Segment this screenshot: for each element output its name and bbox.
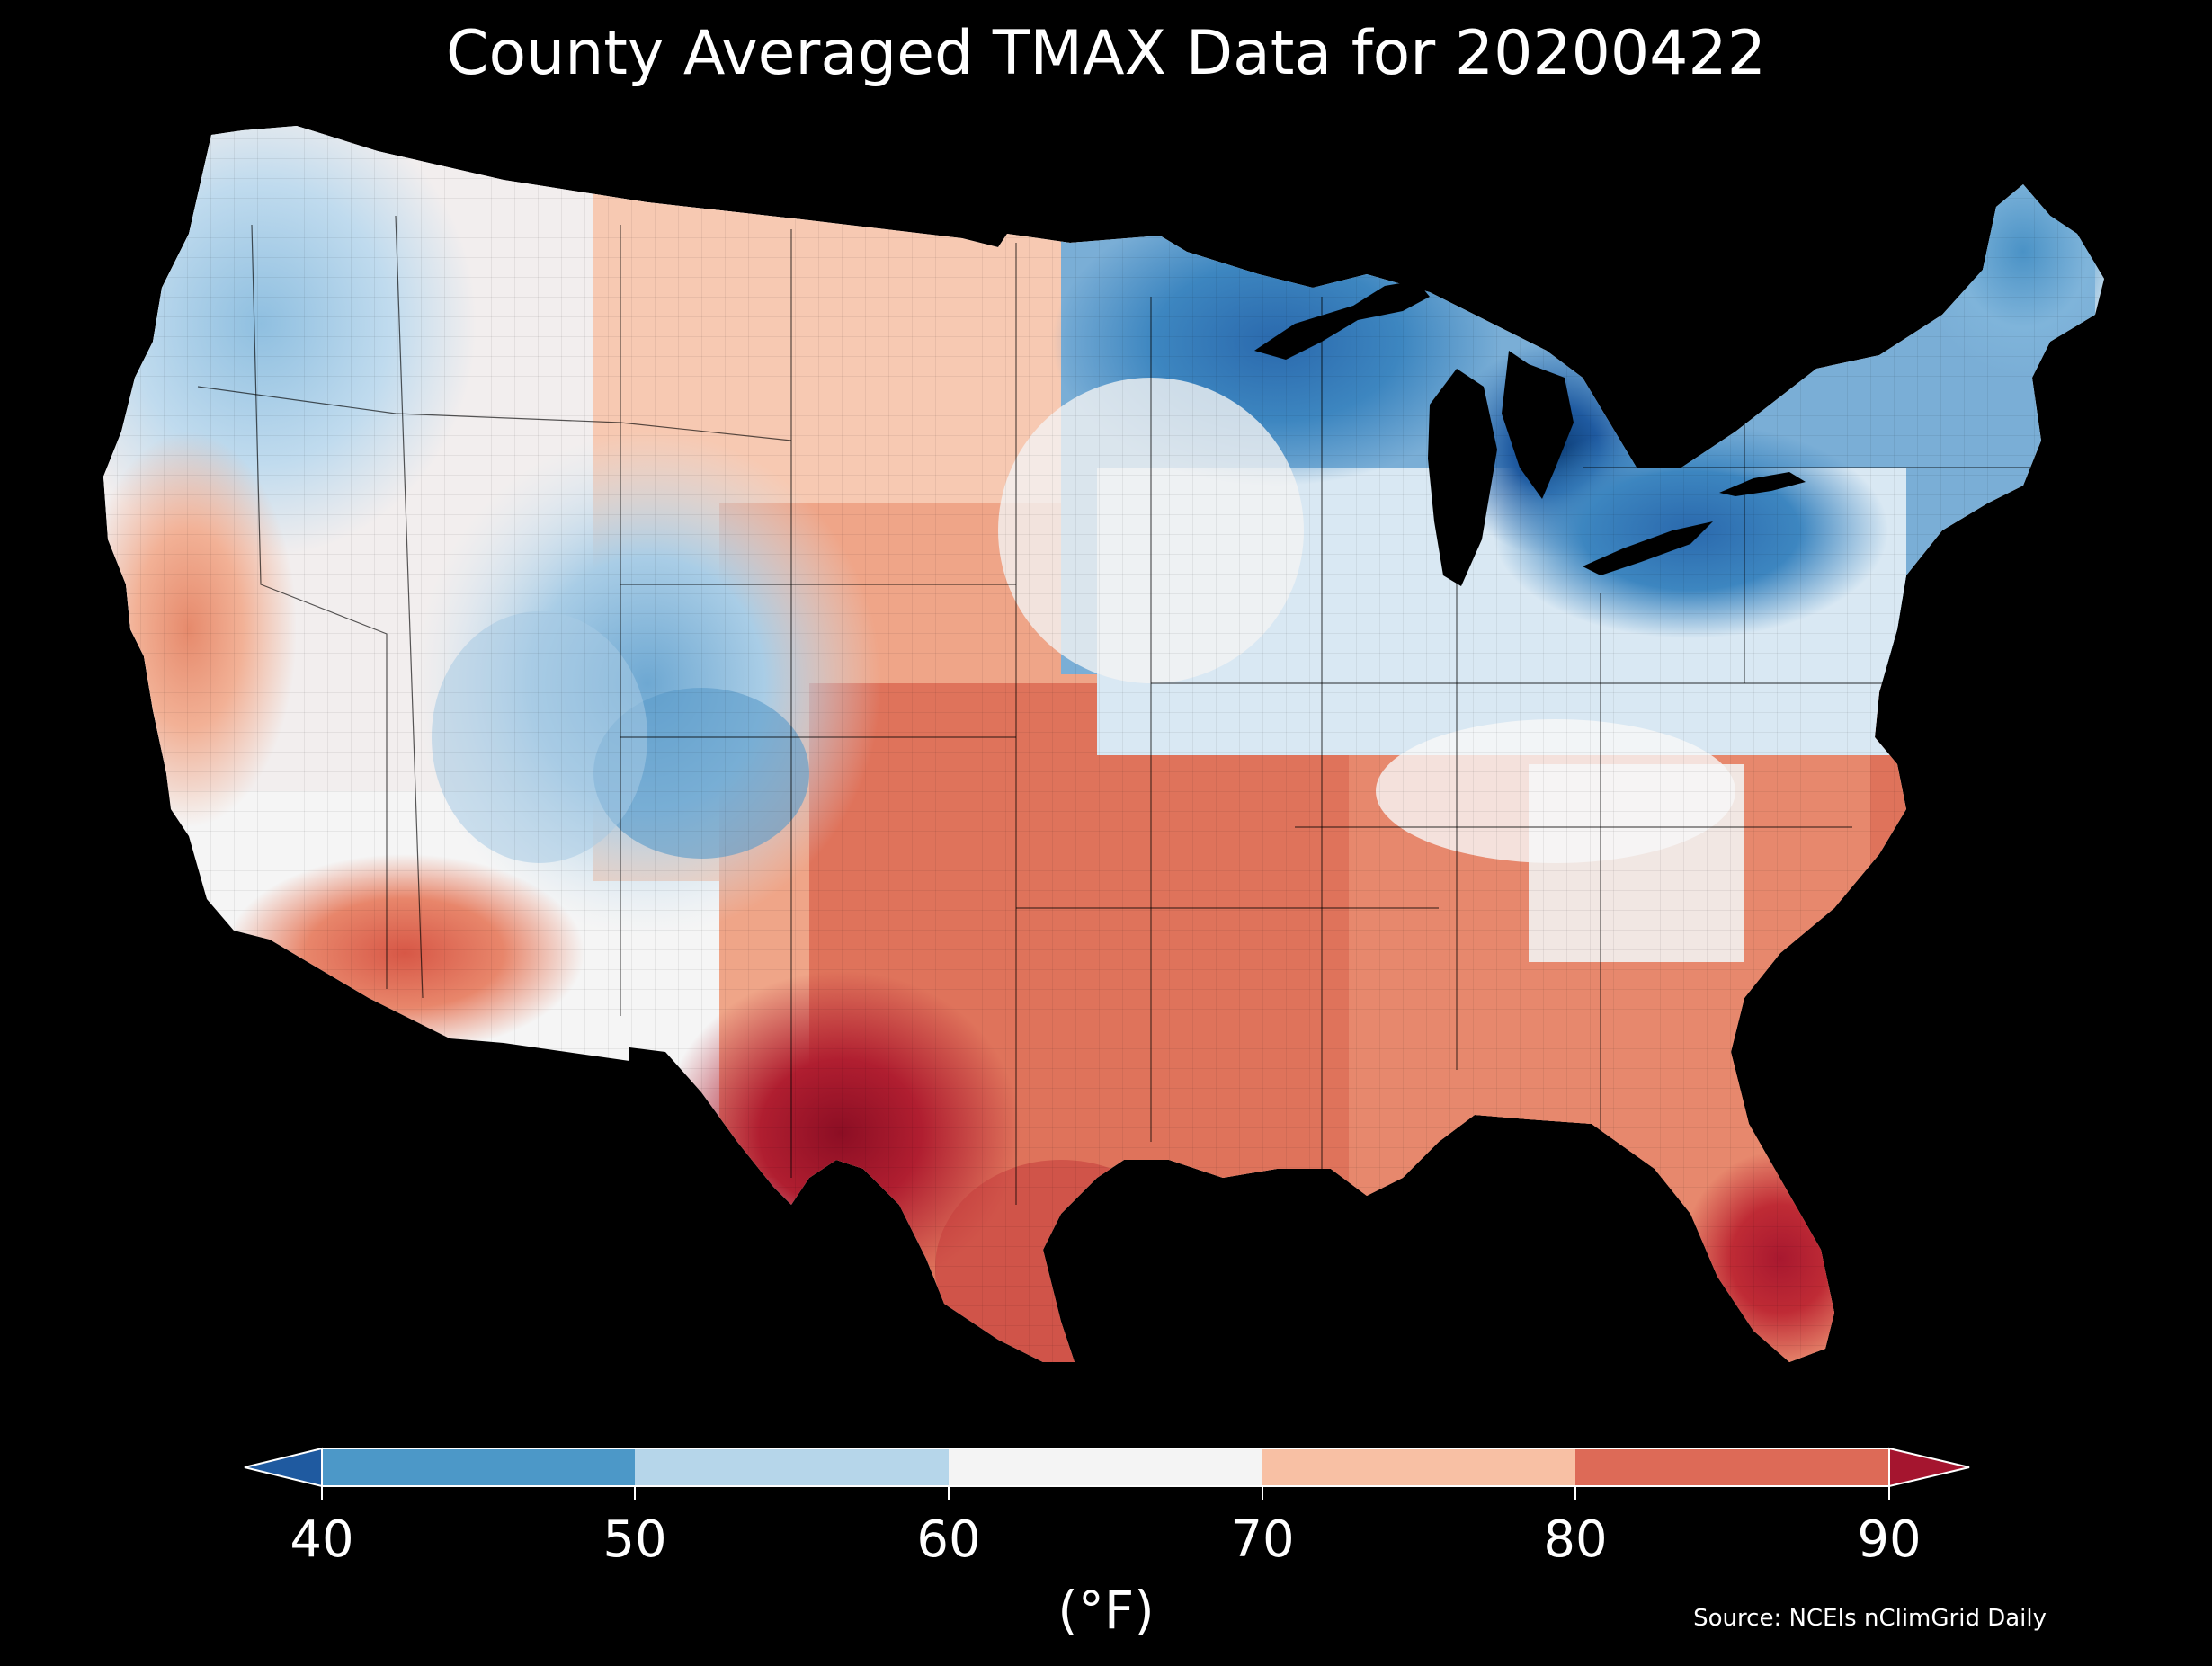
colorbar-bin-60-70	[949, 1448, 1262, 1486]
colorbar-unit-label: (°F)	[1057, 1580, 1155, 1641]
tick-label-70: 70	[1230, 1510, 1294, 1569]
tick-label-50: 50	[602, 1510, 666, 1569]
lake-superior	[1254, 281, 1430, 360]
lake-erie	[1583, 521, 1713, 575]
colorbar-bin-80-90	[1575, 1448, 1889, 1486]
map-title: County Averaged TMAX Data for 20200422	[446, 18, 1766, 89]
lake-michigan	[1428, 369, 1497, 586]
colorbar: 40 50 60 70 80 90 (°F)	[244, 1447, 1970, 1641]
colorbar-bin-50-60	[635, 1448, 949, 1486]
lake-ontario	[1719, 472, 1806, 496]
tick-label-60: 60	[916, 1510, 980, 1569]
great-lakes	[1254, 281, 1806, 586]
tick-label-80: 80	[1543, 1510, 1607, 1569]
tick-label-90: 90	[1857, 1510, 1921, 1569]
tick-label-40: 40	[290, 1510, 353, 1569]
lake-huron	[1502, 351, 1574, 499]
colorbar-bin-70-80	[1262, 1448, 1575, 1486]
colorbar-bin-40-50	[322, 1448, 635, 1486]
source-note: Source: NCEIs nClimGrid Daily	[1693, 1605, 2047, 1632]
colorbar-outline	[321, 1448, 1890, 1487]
